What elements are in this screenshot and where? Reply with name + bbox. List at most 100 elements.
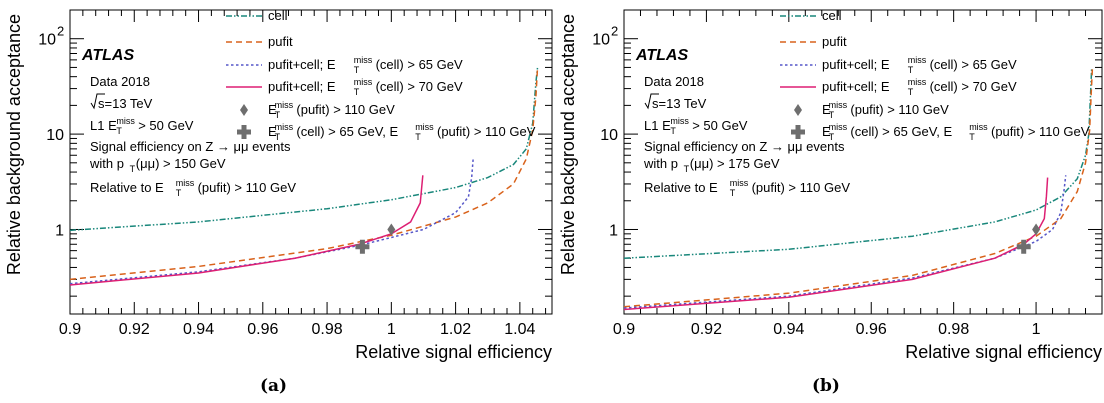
legend-label-diamond-sub: T [829, 110, 835, 120]
relative-label-rel_sub: T [730, 188, 736, 198]
energy-label: s=13 TeV [652, 96, 707, 111]
legend-label-diamond-pre: E [268, 102, 277, 117]
x-tick-label: 0.9 [613, 321, 635, 338]
legend-label-cross-sup: miss [275, 122, 294, 132]
relative-label-rel_sub: T [176, 188, 182, 198]
l1-label-l1_post: > 50 GeV [692, 118, 748, 133]
y-tick-exponent: 2 [57, 24, 64, 39]
legend-label-cross-sub: T [829, 132, 835, 142]
legend-label-pufit: pufit [822, 34, 847, 49]
x-axis-label: Relative signal efficiency [355, 342, 552, 362]
x-tick-label: 0.98 [311, 321, 342, 338]
relative-label-rel_post: (pufit) > 110 GeV [198, 180, 297, 195]
legend-label-cross-post: (cell) > 65 GeV, E [296, 124, 398, 139]
legend-label-pc70-sup: miss [908, 77, 927, 87]
legend-label-cell: cell [268, 8, 288, 23]
legend-label-pc65-sub: T [908, 65, 914, 75]
legend-marker-cross [237, 125, 251, 139]
l1-label-l1_post: > 50 GeV [138, 118, 194, 133]
x-tick-label: 0.96 [856, 321, 887, 338]
legend-label-pc70-sub: T [908, 87, 914, 97]
relative-label-rel_sup: miss [176, 178, 195, 188]
series-line-cell [70, 67, 539, 232]
legend-label-pc65-pre: pufit+cell; E [822, 57, 890, 72]
y-tick-label: 1 [609, 222, 618, 239]
l1-label-l1_sub: T [670, 126, 676, 136]
series-line-pc65 [624, 175, 1067, 309]
plot-frame [69, 9, 553, 315]
chart-panel-a: 0.9 0.92 0.94 0.96 0.98 1 1.02 1.04 Relative sig… [4, 8, 553, 362]
signal-label: Signal efficiency on Z → μμ events [90, 139, 291, 154]
marker-diamond [1032, 223, 1041, 236]
legend-label-cross-sub2: T [415, 132, 421, 142]
y-tick-label: 10 [46, 127, 64, 144]
y-tick-label: 1 [55, 222, 64, 239]
x-tick-label: 1.02 [440, 321, 471, 338]
legend-label-cross-post2: (pufit) > 110 GeV [437, 124, 536, 139]
atlas-label: ATLAS [635, 47, 688, 64]
l1-label-l1_sub: T [116, 126, 122, 136]
l1-label-l1_sup: miss [670, 116, 689, 126]
series-line-pc70 [70, 175, 424, 286]
relative-label-rel_post: (pufit) > 110 GeV [752, 180, 851, 195]
pt-label: with p T (μμ) > 175 GeV [643, 156, 780, 174]
x-axis: 0.9 0.92 0.94 0.96 0.98 1 [613, 10, 1103, 338]
x-tick-label: 1 [1032, 321, 1041, 338]
x-tick-label: 0.96 [247, 321, 278, 338]
y-axis-label: Relative background acceptance [558, 14, 578, 275]
sqrt-icon [90, 93, 105, 110]
legend-label-diamond-sup: miss [829, 100, 848, 110]
legend-label-diamond-sub: T [275, 110, 281, 120]
legend-label-cross-sup2: miss [969, 122, 988, 132]
y-tick-label: 10 [592, 32, 610, 49]
pt-label: with p T (μμ) > 150 GeV [89, 156, 226, 174]
pt-label-pt_sub: T [130, 164, 136, 174]
legend-label-diamond-pre: E [822, 102, 831, 117]
x-axis: 0.9 0.92 0.94 0.96 0.98 1 1.02 1.04 [59, 10, 547, 338]
x-tick-label: 0.94 [773, 321, 804, 338]
relative-label-rel_pre: Relative to E [644, 180, 718, 195]
legend-label-cross-pre: E [822, 124, 831, 139]
x-tick-label: 0.92 [691, 321, 722, 338]
legend-label-pc70-pre: pufit+cell; E [822, 79, 890, 94]
atlas-label: ATLAS [81, 47, 134, 64]
pt-label-pt_sub: T [684, 164, 690, 174]
legend-label-pc70-post: (cell) > 70 GeV [930, 79, 1017, 94]
x-tick-label: 1.04 [504, 321, 535, 338]
pt-label-pt_post: (μμ) > 150 GeV [136, 156, 226, 171]
y-tick-label: 10 [38, 32, 56, 49]
caption-b: (b) [812, 376, 840, 396]
legend-marker-diamond [240, 104, 248, 116]
l1-label-l1_pre: L1 E [644, 118, 671, 133]
series-line-pc65 [70, 157, 475, 285]
marker-diamond [387, 223, 396, 236]
x-tick-label: 0.92 [119, 321, 150, 338]
y-axis-label: Relative background acceptance [4, 14, 24, 275]
plot-frame [623, 9, 1103, 315]
legend-label-cross-post: (cell) > 65 GeV, E [850, 124, 952, 139]
legend-label-pc65-sup: miss [354, 55, 373, 65]
relative-label-rel_sup: miss [730, 178, 749, 188]
legend-label-pc70-sup: miss [354, 77, 373, 87]
legend-label-pc65-post: (cell) > 65 GeV [930, 57, 1017, 72]
x-tick-label: 1 [387, 321, 396, 338]
legend-label-pc70-pre: pufit+cell; E [268, 79, 336, 94]
legend-label-cell: cell [822, 8, 842, 23]
legend-label-cross-sub2: T [969, 132, 975, 142]
sqrt-icon [644, 93, 659, 110]
legend-label-pc65-pre: pufit+cell; E [268, 57, 336, 72]
legend-label-cross-sup: miss [829, 122, 848, 132]
